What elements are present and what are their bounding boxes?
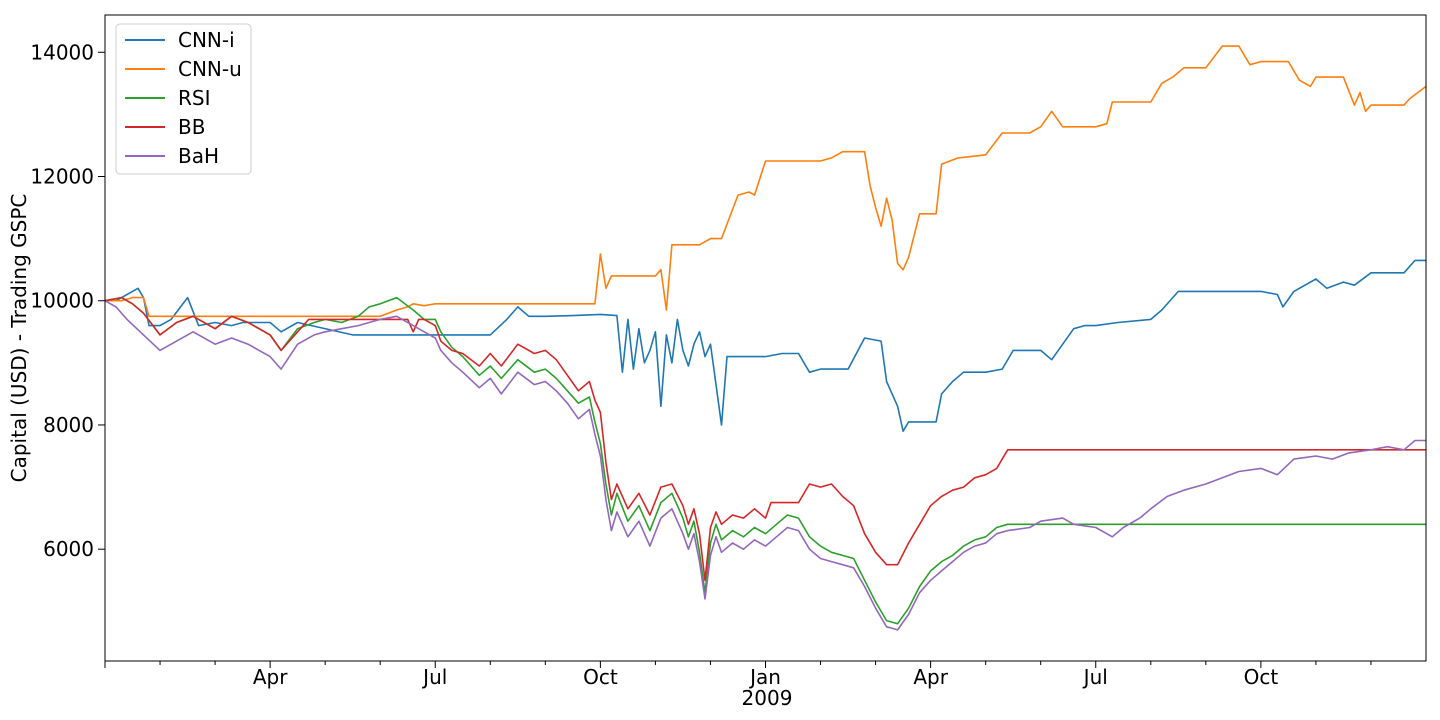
y-tick-label: 6000	[43, 537, 94, 561]
legend-label-rsi: RSI	[178, 86, 211, 110]
series-line-bah	[104, 300, 1426, 631]
y-tick-label: 14000	[30, 40, 94, 64]
x-axis-label: 2009	[742, 686, 793, 710]
series-line-rsi	[104, 296, 1426, 625]
legend-label-bah: BaH	[178, 144, 219, 168]
y-tick-label: 10000	[30, 289, 94, 313]
series-line-cnn-u	[105, 45, 1427, 318]
y-tick-label: 8000	[43, 413, 94, 437]
x-tick-label: Jul	[421, 665, 447, 689]
x-tick-label: Oct	[583, 665, 618, 689]
x-tick-label: Jul	[1082, 665, 1108, 689]
legend-label-cnn-i: CNN-i	[178, 28, 235, 52]
plot-frame	[104, 14, 1427, 662]
legend-label-bb: BB	[178, 115, 205, 139]
legend-box	[115, 23, 252, 175]
x-tick-label: Oct	[1244, 665, 1279, 689]
legend-label-cnn-u: CNN-u	[178, 57, 242, 81]
series-line-bb	[104, 296, 1426, 582]
y-axis-label: Capital (USD) - Trading GSPC	[7, 194, 31, 483]
y-tick-label: 12000	[30, 165, 94, 189]
series-layer	[104, 45, 1427, 631]
x-tick-label: Jan	[748, 665, 781, 689]
axis-layer: Apr Jul Oct Jan Apr Jul Oct 6000 8000 10000 12000 1…	[30, 40, 1372, 689]
x-tick-label: Apr	[253, 665, 288, 689]
x-tick-label: Apr	[913, 665, 948, 689]
legend: CNN-i CNN-u RSI BB BaH	[115, 23, 252, 175]
series-line-cnn-i	[105, 259, 1426, 432]
